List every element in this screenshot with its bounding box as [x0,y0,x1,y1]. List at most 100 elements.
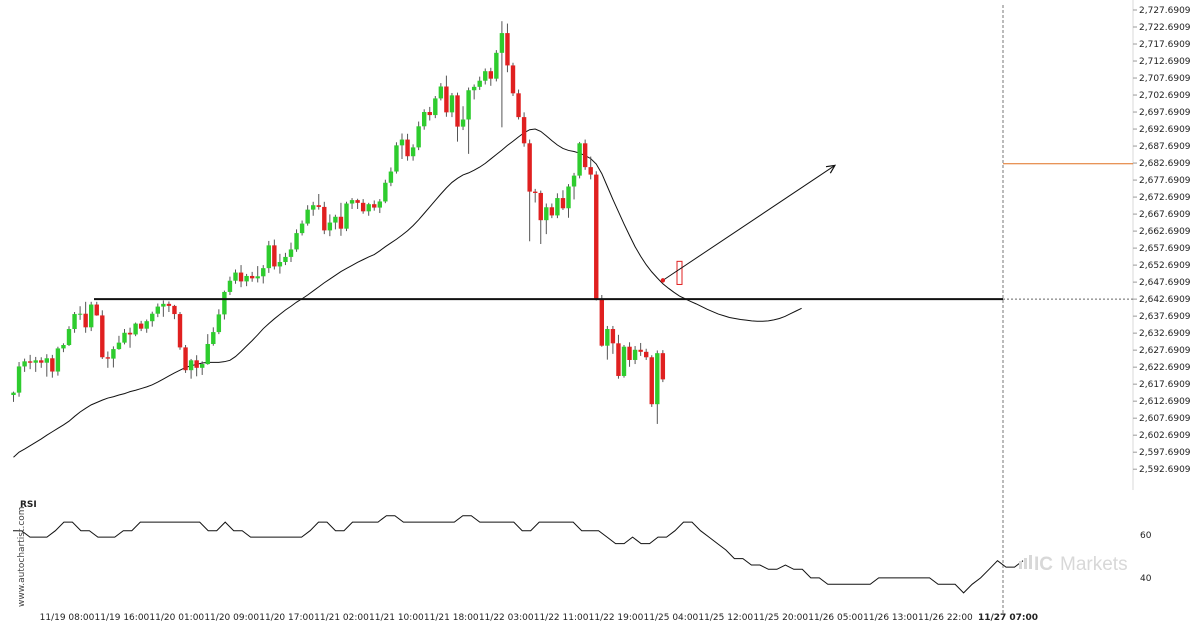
candle-up [299,223,305,234]
candle-down [322,206,327,231]
price-tick-label: 2,622.6909 [1139,363,1191,373]
candle-up [460,119,466,127]
candle-down [649,357,654,405]
candle-up [477,80,482,87]
candle-down [616,343,621,376]
candle-up [499,33,505,53]
candle-up [438,86,444,99]
candle-down [50,358,55,372]
candle-up [416,126,421,148]
rsi-title: RSI [20,500,37,510]
candle-up [227,280,233,292]
candle-up [388,171,394,183]
price-tick-label: 2,627.6909 [1139,346,1191,356]
price-tick-label: 2,717.6909 [1139,40,1191,50]
candle-down [355,200,360,203]
candle-down [638,349,643,352]
time-axis-ticks: 11/19 08:00 11/19 16:00 11/20 01:00 11/20 0… [40,613,1038,623]
candle-up [244,275,249,282]
candle-down [427,112,432,116]
candle-up [11,392,16,396]
candle-down [360,202,366,212]
candle-up [494,52,499,79]
candle-down [627,346,632,360]
price-tick-label: 2,727.6909 [1139,6,1191,16]
candle-down [83,313,88,328]
candle-up [150,313,155,322]
moving-average-layer [13,128,802,458]
candle-down [166,303,172,306]
candle-up [305,209,310,224]
candle-up [205,343,210,365]
brand-markets: Markets [1060,554,1128,575]
candle-up [277,262,283,267]
candle-up [377,201,382,208]
time-tick-label: 11/20 17:00 [259,613,314,623]
candle-down [488,71,493,79]
candle-up [161,303,166,307]
time-tick-label: 11/25 04:00 [644,613,699,623]
candle-up [66,329,72,346]
price-tick-label: 2,667.6909 [1139,210,1191,220]
candle-up [144,321,149,329]
candle-up [632,349,638,360]
candle-up [211,332,216,344]
candle-up [116,342,122,350]
price-tick-label: 2,632.6909 [1139,329,1191,339]
candle-up [311,205,316,210]
rsi-tick-40: 40 [1140,574,1152,584]
price-tick-label: 2,687.6909 [1139,142,1191,152]
price-tick-label: 2,702.6909 [1139,91,1191,101]
candle-down [549,207,555,216]
candle-up [261,268,266,277]
price-tick-label: 2,597.6909 [1139,448,1191,458]
time-tick-label: 11/21 10:00 [369,613,424,623]
ic-markets-logo: IC Markets [1019,554,1128,575]
candle-down [138,323,144,329]
logo-bar-1 [1019,561,1022,569]
candle-down [27,361,33,363]
candle-down [599,299,604,346]
candle-up [33,360,38,363]
candle-up [22,361,27,367]
candle-up [433,98,438,116]
price-tick-label: 2,707.6909 [1139,74,1191,84]
candle-down [594,174,599,300]
watermark: www.autochartist.com IC Markets [17,506,1128,607]
candle-down [127,332,133,335]
price-panel: 2,727.6909 2,722.6909 2,717.6909 2,712.6909… [11,0,1191,615]
time-tick-label: 11/26 05:00 [808,613,863,623]
price-tick-label: 2,712.6909 [1139,57,1191,67]
candle-up [366,204,371,212]
time-tick-label: 11/25 12:00 [698,613,753,623]
candle-down [521,117,527,144]
candle-up [61,345,66,349]
candle-up [155,306,160,314]
price-tick-label: 2,652.6909 [1139,261,1191,271]
site-watermark: www.autochartist.com [17,506,27,607]
price-tick-label: 2,647.6909 [1139,278,1191,288]
candle-down [455,95,460,127]
rsi-tick-60: 60 [1140,531,1152,541]
candle-up [471,86,477,91]
candle-down [510,65,516,94]
candle-down [316,205,321,207]
time-tick-label: 11/21 18:00 [424,613,479,623]
candle-up [266,245,271,269]
candle-up [255,276,260,279]
candle-down [644,351,649,358]
forecast-arrow-shaft [662,165,836,281]
forecast-start-point [660,278,666,283]
candle-up [621,346,627,376]
brand-ic: IC [1034,554,1053,575]
candle-up [394,145,399,172]
candle-down [105,357,111,359]
candle-down [444,86,449,113]
candle-down [249,275,255,279]
candle-up [555,198,560,216]
candle-down [610,329,616,344]
candle-up [72,314,77,330]
candle-down [194,360,199,368]
candle-up [44,358,49,363]
price-tick-label: 2,672.6909 [1139,193,1191,203]
